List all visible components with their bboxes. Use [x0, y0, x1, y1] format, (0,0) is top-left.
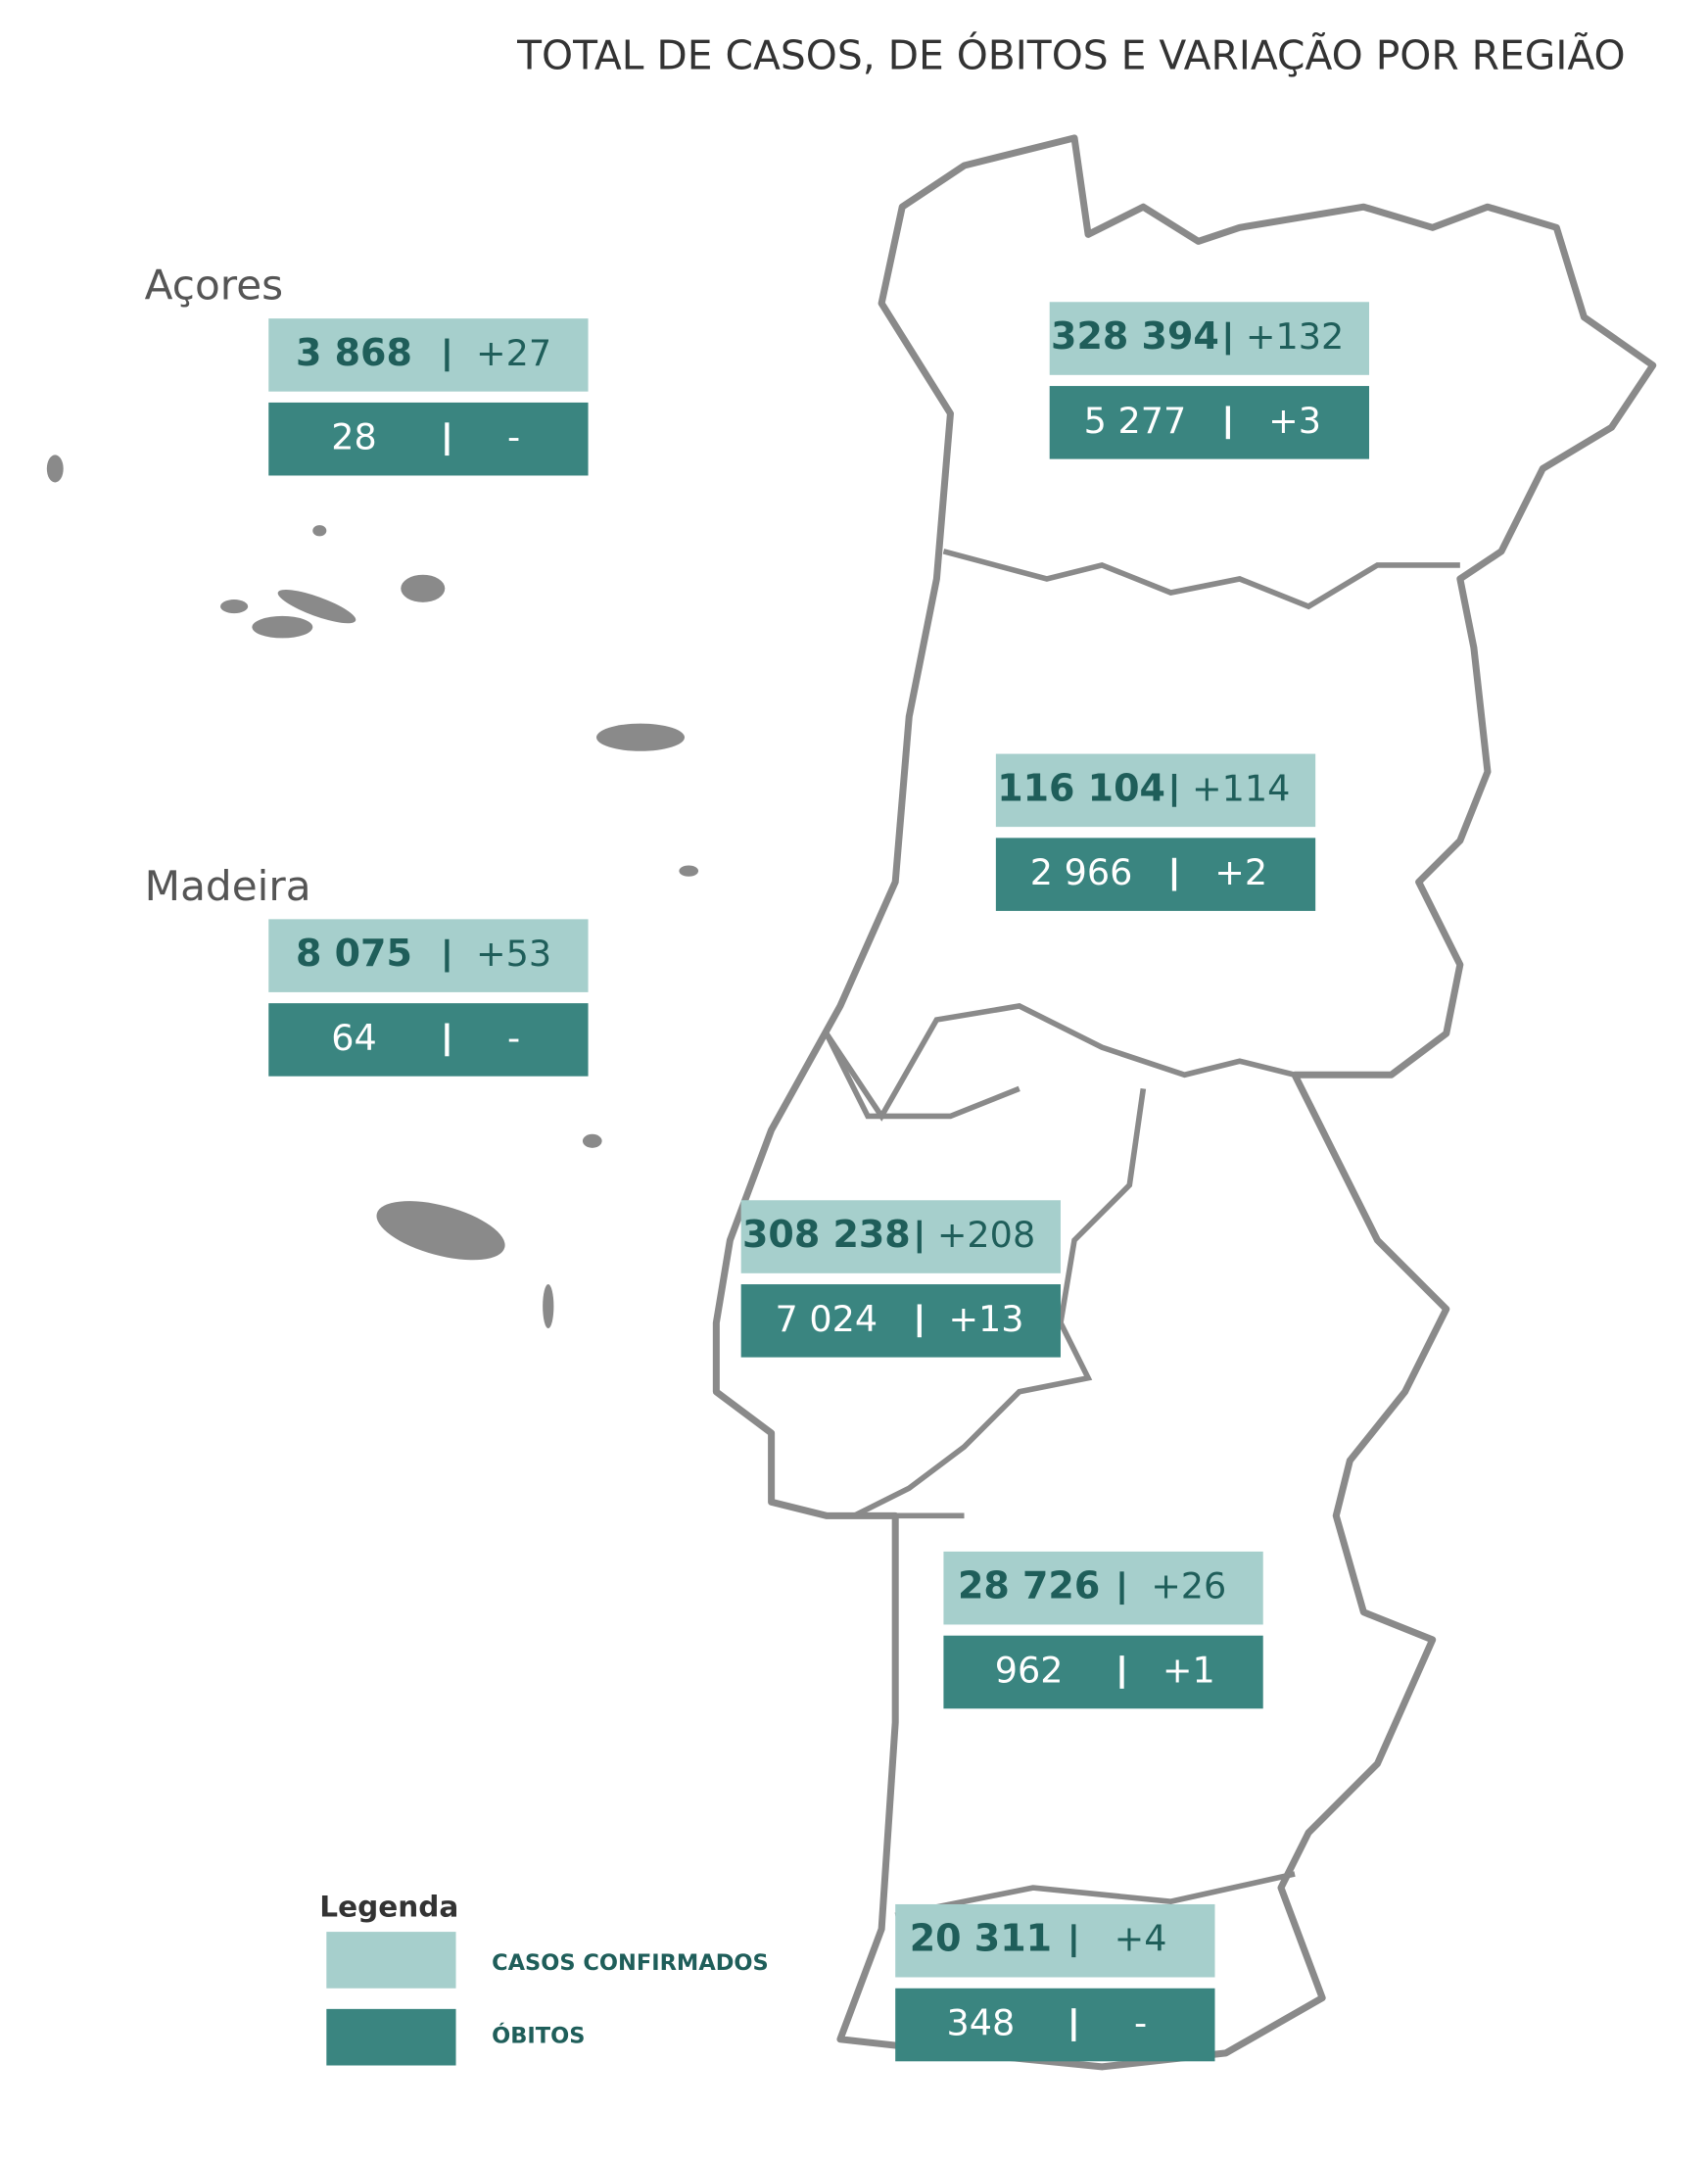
separator	[917, 1304, 922, 1338]
cases-box	[943, 1551, 1263, 1625]
portugal-map	[46, 134, 1657, 2071]
deaths-box	[943, 1635, 1263, 1709]
separator	[1171, 773, 1177, 807]
deaths-change: +13	[948, 1298, 1023, 1340]
cases: 308 238	[742, 1213, 911, 1256]
cases-change: +4	[1115, 1918, 1167, 1960]
cases: 28 726	[958, 1564, 1100, 1607]
cases-change: +53	[476, 933, 551, 975]
cases-box	[995, 753, 1316, 828]
region-label: Madeira	[145, 862, 311, 910]
deaths-box	[268, 402, 589, 476]
deaths-box	[995, 838, 1316, 911]
cases-box	[740, 1200, 1061, 1273]
cases-change: +132	[1246, 315, 1344, 358]
cases-box	[268, 919, 589, 992]
cases-change: +208	[937, 1214, 1035, 1256]
cases-change: +114	[1192, 767, 1290, 809]
separator	[445, 338, 450, 372]
deaths-change: +1	[1162, 1649, 1215, 1691]
cases: 3 868	[296, 331, 412, 374]
separator	[445, 1023, 450, 1057]
deaths: 7 024	[776, 1298, 878, 1340]
separator	[917, 1220, 922, 1254]
deaths-box	[1049, 386, 1370, 459]
deaths-change: -	[1134, 2002, 1147, 2044]
deaths-box	[268, 1003, 589, 1077]
separator	[1119, 1655, 1124, 1689]
deaths-change: -	[507, 416, 520, 458]
legend-label: CASOS CONFIRMADOS	[492, 1950, 769, 1976]
deaths-box	[895, 1988, 1215, 2062]
deaths-change: -	[507, 1017, 520, 1059]
legend-swatch	[326, 2008, 456, 2066]
cases-change: +26	[1151, 1565, 1226, 1607]
separator	[1171, 857, 1177, 891]
cases-box	[1049, 302, 1370, 375]
deaths: 64	[331, 1017, 377, 1059]
legend-title: Legenda	[319, 1891, 458, 1924]
deaths: 962	[995, 1649, 1064, 1691]
separator	[445, 422, 450, 456]
deaths-box	[740, 1284, 1061, 1358]
cases-box	[268, 318, 589, 392]
separator	[1225, 406, 1230, 440]
deaths: 5 277	[1084, 400, 1187, 442]
legend-label: ÓBITOS	[492, 2021, 585, 2048]
region-label: Açores	[145, 262, 283, 310]
separator	[1071, 2008, 1076, 2041]
cases: 328 394	[1051, 314, 1219, 358]
deaths: 348	[947, 2002, 1016, 2044]
cases-change: +27	[476, 332, 551, 374]
title: TOTAL DE CASOS, DE ÓBITOS E VARIAÇÃO POR…	[516, 31, 1625, 78]
cases: 8 075	[296, 932, 412, 975]
separator	[445, 938, 450, 973]
deaths: 2 966	[1030, 851, 1133, 893]
legend-swatch	[326, 1932, 456, 1989]
separator	[1119, 1571, 1124, 1606]
cases: 20 311	[910, 1917, 1052, 1960]
cases: 116 104	[997, 766, 1165, 809]
separator	[1071, 1924, 1076, 1958]
deaths: 28	[331, 416, 377, 458]
deaths-change: +2	[1214, 851, 1267, 893]
cases-box	[895, 1903, 1215, 1978]
deaths-change: +3	[1268, 400, 1321, 442]
separator	[1225, 321, 1230, 356]
